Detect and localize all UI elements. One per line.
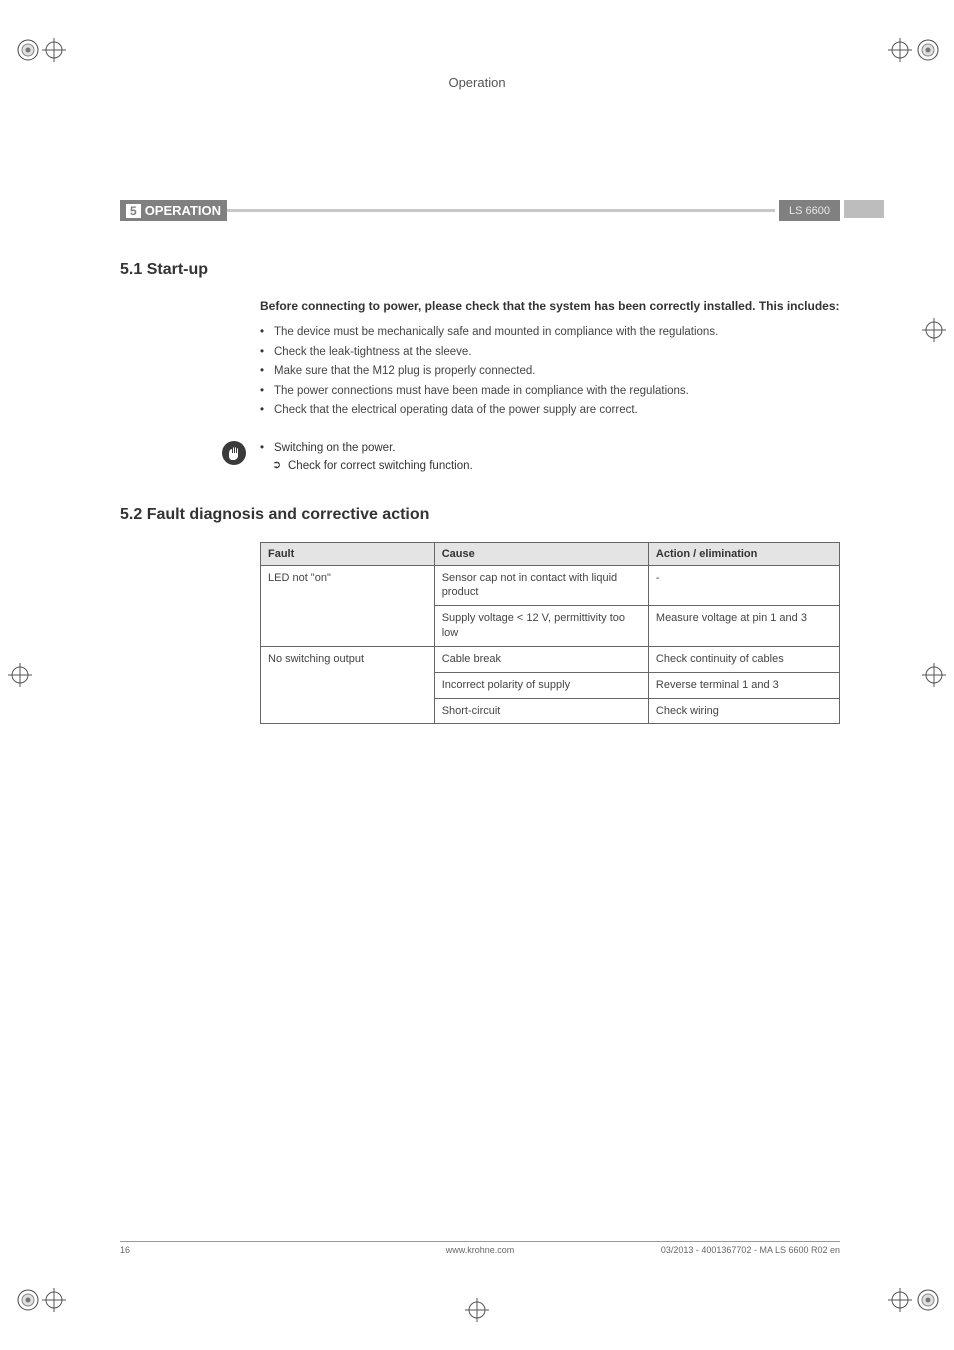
cell-fault: No switching output xyxy=(261,646,435,724)
register-mark-bl xyxy=(10,1270,70,1330)
action-block: Switching on the power. Check for correc… xyxy=(220,439,840,476)
section-bar-product: LS 6600 xyxy=(779,200,840,221)
col-fault: Fault xyxy=(261,542,435,565)
footer-doc-id: 03/2013 - 4001367702 - MA LS 6600 R02 en xyxy=(661,1245,840,1255)
register-mark-tl xyxy=(10,20,70,80)
heading-5-1: 5.1 Start-up xyxy=(120,261,840,279)
register-mark-tr xyxy=(884,20,944,80)
register-mark-l xyxy=(0,655,40,695)
section-number: 5 xyxy=(126,204,141,218)
bullet-item: Make sure that the M12 plug is properly … xyxy=(260,362,840,382)
cell-cause: Incorrect polarity of supply xyxy=(434,672,648,698)
startup-bullets: The device must be mechanically safe and… xyxy=(260,323,840,421)
bullet-item: Check the leak-tightness at the sleeve. xyxy=(260,343,840,363)
register-mark-bc xyxy=(457,1290,497,1330)
col-action: Action / elimination xyxy=(648,542,839,565)
section-bar-line xyxy=(227,209,775,212)
thumb-index-block xyxy=(844,200,884,218)
action-step-1: Switching on the power. xyxy=(260,439,840,457)
cell-action: Check continuity of cables xyxy=(648,646,839,672)
section-bar: 5 OPERATION LS 6600 xyxy=(120,200,840,221)
hand-icon xyxy=(220,439,248,476)
footer-page-number: 16 xyxy=(120,1245,130,1255)
register-mark-r1 xyxy=(914,310,954,350)
cell-cause: Cable break xyxy=(434,646,648,672)
bullet-item: Check that the electrical operating data… xyxy=(260,401,840,421)
heading-5-2: 5.2 Fault diagnosis and corrective actio… xyxy=(120,506,840,524)
cell-action: Check wiring xyxy=(648,698,839,724)
footer-site: www.krohne.com xyxy=(446,1245,515,1255)
cell-action: - xyxy=(648,565,839,606)
register-mark-br xyxy=(884,1270,944,1330)
action-step-2: Check for correct switching function. xyxy=(260,457,840,475)
bullet-item: The device must be mechanically safe and… xyxy=(260,323,840,343)
table-row: No switching output Cable break Check co… xyxy=(261,646,840,672)
section-chip: 5 OPERATION xyxy=(120,200,227,221)
startup-intro: Before connecting to power, please check… xyxy=(260,297,840,315)
running-head: Operation xyxy=(0,75,954,90)
cell-cause: Sensor cap not in contact with liquid pr… xyxy=(434,565,648,606)
section-title: OPERATION xyxy=(145,203,221,218)
bullet-item: The power connections must have been mad… xyxy=(260,382,840,402)
col-cause: Cause xyxy=(434,542,648,565)
table-row: LED not "on" Sensor cap not in contact w… xyxy=(261,565,840,606)
cell-action: Measure voltage at pin 1 and 3 xyxy=(648,606,839,647)
cell-cause: Supply voltage < 12 V, permittivity too … xyxy=(434,606,648,647)
fault-table: Fault Cause Action / elimination LED not… xyxy=(260,542,840,725)
register-mark-r2 xyxy=(914,655,954,695)
table-header-row: Fault Cause Action / elimination xyxy=(261,542,840,565)
page-footer: 16 www.krohne.com 03/2013 - 4001367702 -… xyxy=(120,1241,840,1255)
cell-action: Reverse terminal 1 and 3 xyxy=(648,672,839,698)
cell-fault: LED not "on" xyxy=(261,565,435,646)
cell-cause: Short-circuit xyxy=(434,698,648,724)
